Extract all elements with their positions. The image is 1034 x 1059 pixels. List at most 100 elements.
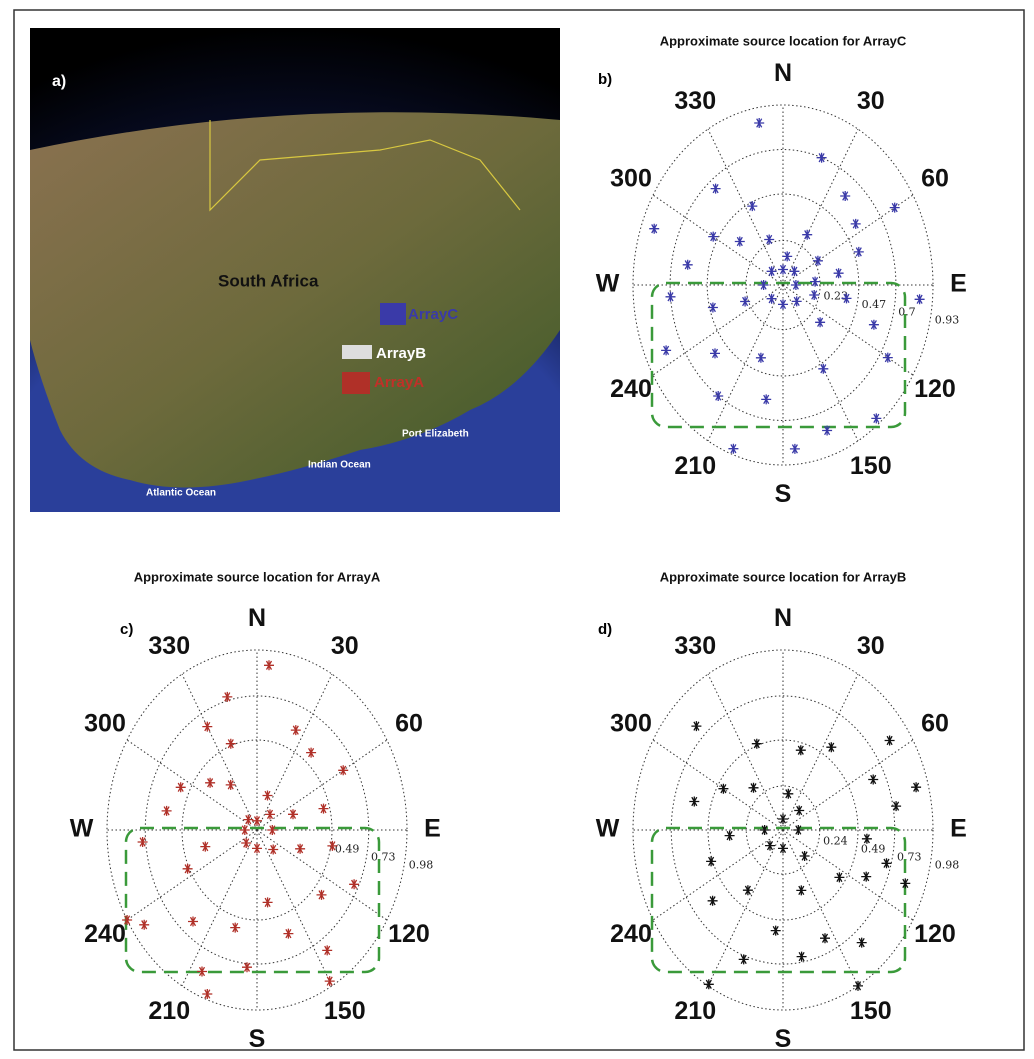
point — [649, 224, 659, 234]
theta-tick-label: E — [950, 270, 967, 298]
point — [869, 320, 879, 330]
point — [263, 897, 273, 907]
point — [759, 280, 769, 290]
point — [222, 692, 232, 702]
spoke — [653, 195, 783, 285]
point — [708, 303, 718, 313]
point — [783, 789, 793, 799]
point — [756, 353, 766, 363]
point — [691, 721, 701, 731]
point — [767, 266, 777, 276]
theta-tick-label: 240 — [610, 920, 652, 948]
point — [778, 843, 788, 853]
point — [851, 219, 861, 229]
place-label: Atlantic Ocean — [146, 488, 216, 499]
point — [900, 878, 910, 888]
point — [797, 952, 807, 962]
point — [288, 809, 298, 819]
point — [338, 765, 348, 775]
point — [778, 299, 788, 309]
spoke — [127, 740, 257, 830]
theta-tick-label: 210 — [674, 452, 716, 480]
point — [202, 722, 212, 732]
point — [885, 736, 895, 746]
point — [295, 844, 305, 854]
place-label: Port Elizabeth — [402, 429, 469, 440]
r-tick-label: 0.47 — [862, 298, 887, 311]
point — [817, 153, 827, 163]
point — [725, 831, 735, 841]
point — [708, 896, 718, 906]
point — [710, 348, 720, 358]
panel-label: b) — [598, 71, 612, 88]
spoke — [257, 830, 332, 986]
theta-tick-label: W — [596, 270, 620, 298]
chart-title: Approximate source location for ArrayC — [660, 33, 907, 48]
point — [197, 967, 207, 977]
spoke — [783, 830, 913, 920]
r-tick-label: 0.73 — [371, 850, 396, 863]
theta-tick-label: 30 — [857, 632, 885, 660]
figure: a) South Africa ArrayC ArrayB ArrayA Por… — [0, 0, 1034, 1054]
point — [834, 872, 844, 882]
theta-tick-label: 30 — [857, 87, 885, 115]
r-tick-label: 0.98 — [409, 858, 434, 871]
spoke — [783, 285, 858, 441]
point — [735, 237, 745, 247]
point — [802, 230, 812, 240]
theta-tick-label: E — [424, 815, 441, 843]
point — [749, 783, 759, 793]
point — [796, 885, 806, 895]
r-tick-label: 0.49 — [861, 843, 886, 856]
point — [205, 778, 215, 788]
theta-tick-label: 150 — [850, 452, 892, 480]
point — [291, 725, 301, 735]
point — [782, 251, 792, 261]
r-tick-label: 0.24 — [823, 835, 848, 848]
theta-tick-label: 120 — [914, 375, 956, 403]
array-label: ArrayA — [374, 374, 424, 391]
point — [826, 742, 836, 752]
theta-tick-label: 330 — [148, 632, 190, 660]
point — [818, 364, 828, 374]
theta-tick-label: 60 — [921, 164, 949, 192]
point — [176, 782, 186, 792]
point — [868, 775, 878, 785]
point — [911, 782, 921, 792]
spoke — [182, 830, 257, 986]
theta-tick-label: S — [775, 480, 792, 508]
point — [162, 806, 172, 816]
point — [202, 989, 212, 999]
point — [243, 815, 253, 825]
array-label: ArrayB — [376, 345, 426, 362]
array-label: ArrayC — [408, 306, 458, 323]
theta-tick-label: N — [774, 59, 792, 87]
point — [322, 945, 332, 955]
point — [226, 780, 236, 790]
point — [252, 843, 262, 853]
spoke — [708, 285, 783, 441]
point — [793, 825, 803, 835]
point — [718, 784, 728, 794]
point — [200, 842, 210, 852]
theta-tick-label: 60 — [395, 709, 423, 737]
point — [764, 235, 774, 245]
point — [252, 816, 262, 826]
theta-tick-label: 300 — [84, 709, 126, 737]
map-panel: a) South Africa ArrayC ArrayB ArrayA Por… — [30, 28, 560, 512]
theta-tick-label: 300 — [610, 709, 652, 737]
theta-tick-label: N — [774, 604, 792, 632]
theta-tick-label: E — [950, 815, 967, 843]
point — [230, 923, 240, 933]
theta-tick-label: 210 — [674, 997, 716, 1025]
point — [840, 191, 850, 201]
point — [752, 739, 762, 749]
point — [242, 962, 252, 972]
point — [789, 266, 799, 276]
point — [820, 933, 830, 943]
spoke — [783, 830, 858, 986]
point — [704, 979, 714, 989]
point — [761, 394, 771, 404]
point — [306, 748, 316, 758]
point — [666, 292, 676, 302]
